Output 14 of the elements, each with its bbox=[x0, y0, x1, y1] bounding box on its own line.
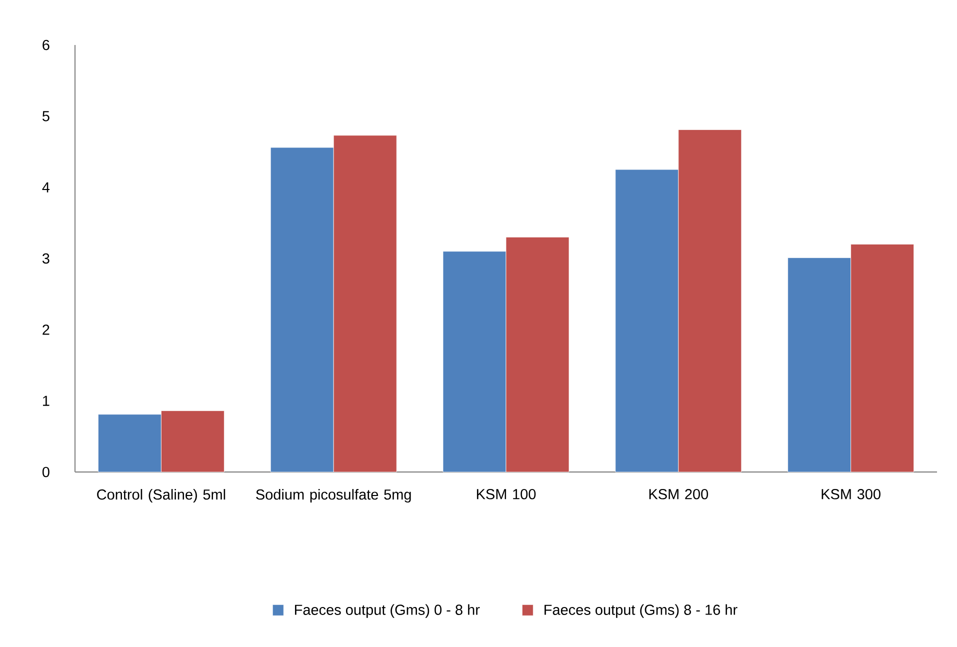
x-tick-label: KSM 300 bbox=[822, 489, 880, 500]
y-tick-label: 2 bbox=[42, 324, 50, 335]
legend-label: Faeces output (Gms) 0 - 8 hr bbox=[295, 604, 480, 618]
y-tick-label: 6 bbox=[42, 40, 50, 50]
x-tick-label: KSM 200 bbox=[649, 489, 708, 500]
legend-label: Faeces output (Gms) 8 - 16 hr bbox=[544, 604, 738, 618]
y-tick-label: 4 bbox=[42, 182, 50, 192]
y-tick-label: 3 bbox=[42, 253, 50, 264]
x-tick-label: Control (Saline) 5ml bbox=[97, 489, 226, 503]
x-tick-label: Sodium picosulfate 5mg bbox=[256, 489, 411, 503]
y-tick-label: 5 bbox=[42, 111, 50, 122]
x-tick-label: KSM 100 bbox=[476, 489, 536, 500]
y-tick-label: 0 bbox=[42, 466, 50, 478]
y-tick-label: 1 bbox=[43, 396, 50, 406]
